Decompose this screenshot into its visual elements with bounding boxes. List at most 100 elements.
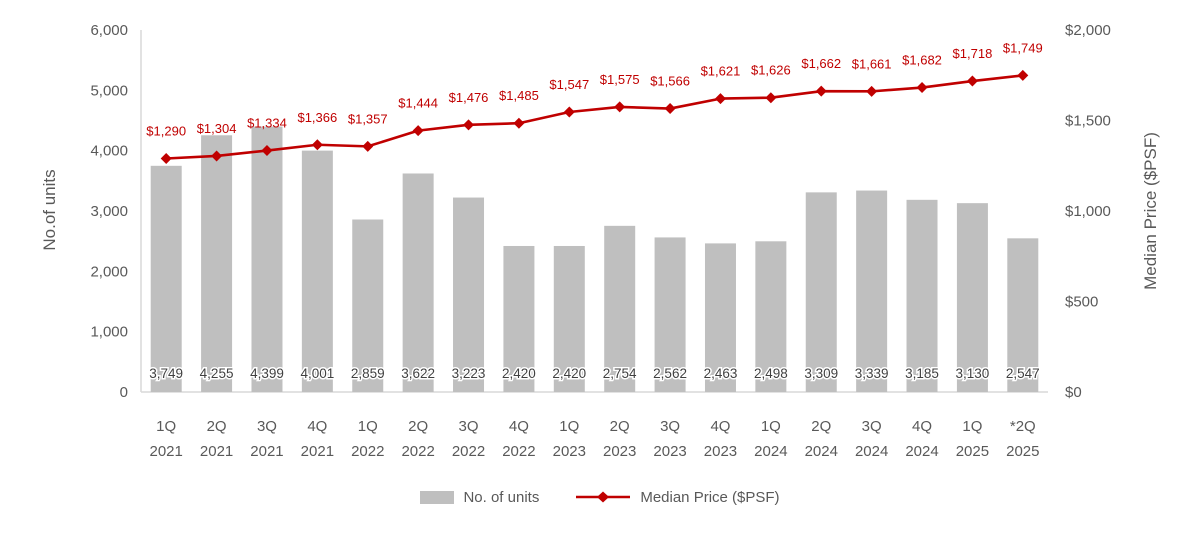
x-tick-label-quarter: 2Q: [811, 418, 831, 435]
line-marker-icon: [463, 119, 475, 131]
right-axis-title: Median Price ($PSF): [1141, 132, 1160, 290]
bar: [856, 190, 888, 392]
bar-swatch-icon: [420, 490, 455, 504]
left-axis-title: No.of units: [40, 169, 59, 250]
line-marker-icon: [412, 125, 424, 137]
x-tick-label-year: 2021: [301, 443, 334, 460]
bar-value-label: 2,420: [552, 366, 586, 381]
bar-value-label: 4,001: [300, 366, 334, 381]
left-tick-label: 1,000: [90, 324, 128, 341]
x-tick-label-year: 2023: [603, 443, 636, 460]
price-value-label: $1,476: [449, 90, 489, 105]
left-tick-label: 0: [120, 384, 128, 401]
x-tick-label-year: 2023: [553, 443, 586, 460]
bar: [251, 126, 283, 393]
legend-price-label: Median Price ($PSF): [640, 488, 780, 506]
x-tick-label-year: 2022: [452, 443, 485, 460]
x-tick-label-year: 2021: [200, 443, 233, 460]
legend-item-units: No. of units: [420, 489, 539, 506]
price-value-label: $1,661: [852, 56, 892, 71]
x-tick-label-quarter: 4Q: [509, 418, 529, 435]
bar-value-label: 2,859: [351, 366, 385, 381]
price-value-label: $1,547: [549, 77, 589, 92]
x-tick-label-quarter: 1Q: [761, 418, 781, 435]
right-tick-label: $500: [1065, 294, 1098, 311]
x-tick-label-quarter: 1Q: [358, 418, 378, 435]
x-tick-label-year: 2023: [653, 443, 686, 460]
bar-value-label: 4,399: [250, 366, 284, 381]
bar: [402, 173, 434, 392]
bar-value-label: 3,749: [149, 366, 183, 381]
price-value-label: $1,718: [953, 46, 993, 61]
x-tick-label-quarter: 3Q: [459, 418, 479, 435]
right-tick-label: $1,000: [1065, 203, 1111, 220]
line-marker-icon: [765, 92, 777, 104]
price-value-label: $1,290: [146, 124, 186, 139]
left-tick-label: 5,000: [90, 82, 128, 99]
x-tick-label-year: 2024: [855, 443, 888, 460]
line-marker-icon: [714, 93, 726, 105]
right-tick-label: $0: [1065, 384, 1082, 401]
x-tick-label-year: 2025: [1006, 443, 1039, 460]
price-value-label: $1,621: [701, 64, 741, 79]
line-marker-icon: [1017, 69, 1029, 81]
bar-value-label: 2,463: [704, 366, 738, 381]
left-tick-label: 3,000: [90, 203, 128, 220]
x-tick-label-year: 2022: [502, 443, 535, 460]
price-value-label: $1,444: [398, 96, 438, 111]
x-tick-label-year: 2022: [401, 443, 434, 460]
line-marker-icon: [815, 85, 827, 97]
x-tick-label-quarter: 1Q: [559, 418, 579, 435]
x-tick-label-quarter: 4Q: [710, 418, 730, 435]
x-tick-label-quarter: 4Q: [307, 418, 327, 435]
line-marker-icon: [362, 140, 374, 152]
price-value-label: $1,575: [600, 72, 640, 87]
price-line: [166, 74, 1023, 160]
left-tick-label: 4,000: [90, 143, 128, 160]
x-tick-label-quarter: 3Q: [660, 418, 680, 435]
bar-value-label: 3,339: [855, 366, 889, 381]
price-value-label: $1,749: [1003, 40, 1043, 55]
x-tick-label-quarter: 1Q: [962, 418, 982, 435]
bar: [201, 135, 233, 392]
line-marker-icon: [916, 82, 928, 94]
bar: [755, 241, 787, 392]
right-tick-label: $2,000: [1065, 22, 1111, 39]
x-tick-label-quarter: 2Q: [610, 418, 630, 435]
left-tick-label: 6,000: [90, 22, 128, 39]
bar: [805, 192, 837, 392]
bar: [503, 245, 535, 392]
bar: [553, 245, 585, 392]
bar-value-label: 3,309: [804, 366, 838, 381]
x-tick-label-year: 2022: [351, 443, 384, 460]
bar: [654, 237, 686, 392]
price-value-label: $1,662: [801, 56, 841, 71]
x-tick-label-year: 2024: [905, 443, 938, 460]
price-value-label: $1,357: [348, 111, 388, 126]
bar: [352, 219, 384, 392]
legend-units-label: No. of units: [463, 488, 540, 506]
price-value-label: $1,366: [297, 110, 337, 125]
line-marker-icon: [866, 85, 878, 97]
bar-value-label: 3,185: [905, 366, 939, 381]
price-value-label: $1,304: [197, 121, 237, 136]
line-marker-icon: [513, 117, 525, 129]
x-tick-label-quarter: 4Q: [912, 418, 932, 435]
legend-item-price: Median Price ($PSF): [575, 488, 780, 506]
right-tick-label: $1,500: [1065, 113, 1111, 130]
x-tick-label-quarter: 2Q: [207, 418, 227, 435]
price-value-label: $1,566: [650, 74, 690, 89]
bar: [150, 165, 182, 392]
x-tick-label-year: 2023: [704, 443, 737, 460]
bar: [604, 225, 636, 392]
bar-value-label: 2,562: [653, 366, 687, 381]
price-value-label: $1,485: [499, 88, 539, 103]
line-marker-icon: [966, 75, 978, 87]
bar: [956, 203, 988, 392]
bar-value-label: 2,420: [502, 366, 536, 381]
x-tick-label-year: 2024: [805, 443, 838, 460]
line-marker-icon: [211, 150, 223, 162]
bar: [301, 150, 333, 392]
x-tick-label-year: 2025: [956, 443, 989, 460]
